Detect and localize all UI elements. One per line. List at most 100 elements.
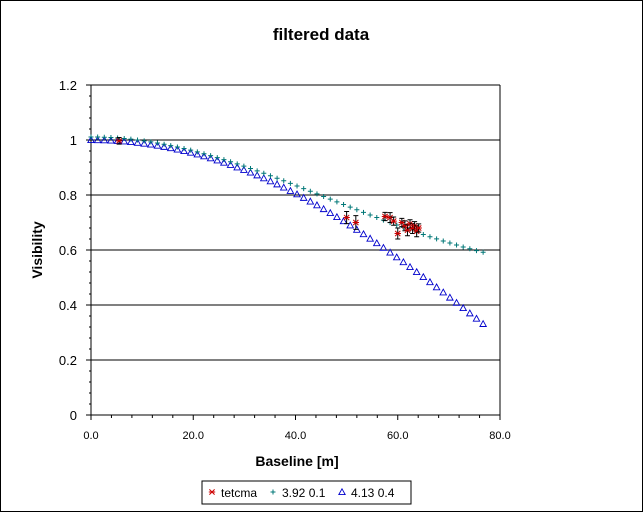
plus-point: [327, 196, 333, 202]
triangle-point: [459, 303, 468, 312]
legend-marker-plus: [270, 489, 276, 495]
x-tick-label: 40.0: [285, 430, 306, 442]
axes: [86, 84, 501, 420]
triangle-point: [87, 135, 95, 144]
triangle-point: [319, 204, 328, 213]
triangle-point: [372, 238, 381, 247]
triangle-point: [173, 145, 182, 153]
triangle-point: [239, 165, 248, 173]
plus-point: [434, 236, 440, 242]
triangle-point: [425, 277, 434, 286]
triangle-point: [146, 140, 155, 148]
triangle-point: [419, 272, 428, 281]
triangle-point: [226, 160, 235, 168]
plus-point: [261, 170, 267, 176]
y-tick-label: 1: [70, 133, 77, 148]
tetcma-point: [415, 225, 422, 231]
plus-point: [354, 207, 360, 213]
triangle-point: [106, 136, 115, 144]
plus-point: [367, 212, 373, 218]
plus-point: [108, 135, 114, 141]
triangle-point: [399, 257, 408, 266]
y-tick-label: 0.2: [59, 353, 77, 368]
plus-point: [420, 231, 426, 237]
tick-labels: 0 0.2 0.4 0.6 0.8 1 1.2 0.0 20.0 40.0 60.0 80.0: [59, 78, 511, 442]
triangle-point: [293, 190, 301, 198]
triangle-point: [279, 183, 288, 191]
legend-box: [201, 480, 412, 505]
plus-point: [214, 155, 220, 161]
plus-point: [121, 136, 127, 142]
legend: tetcma 3.92 0.1 4.13 0.4: [201, 480, 412, 505]
plus-point: [281, 178, 287, 184]
data-points: [87, 134, 488, 327]
triangle-point: [465, 309, 474, 317]
y-tick-label: 0.4: [59, 298, 77, 313]
plus-point: [208, 153, 214, 159]
triangle-point: [479, 319, 488, 327]
plus-point: [201, 151, 207, 157]
triangle-point: [213, 156, 222, 164]
triangle-point: [273, 180, 282, 188]
plus-point: [168, 143, 174, 149]
plus-point: [254, 168, 260, 174]
tetcma-point: [390, 218, 397, 225]
triangle-point: [412, 267, 421, 276]
tetcma-point: [394, 230, 401, 237]
plus-point: [294, 183, 300, 189]
plus-point: [274, 175, 280, 181]
triangle-point: [359, 229, 368, 238]
legend-label: 3.92 0.1: [282, 486, 326, 500]
tetcma-point: [343, 214, 350, 221]
triangle-point: [472, 314, 481, 322]
x-tick-label: 0.0: [83, 430, 98, 442]
triangle-point: [200, 152, 208, 160]
plus-point: [154, 140, 160, 146]
plus-point: [460, 244, 466, 250]
triangle-point: [339, 216, 348, 225]
triangle-point: [313, 201, 321, 209]
triangle-point: [379, 243, 388, 251]
triangle-point: [233, 163, 242, 171]
plus-point: [248, 165, 254, 171]
plus-point: [334, 199, 340, 205]
plus-point: [301, 186, 307, 192]
plus-point: [234, 161, 240, 167]
plus-point: [287, 180, 293, 186]
plus-point: [267, 173, 273, 179]
triangle-point: [166, 143, 175, 152]
triangle-point: [299, 193, 308, 201]
x-axis-label: Baseline [m]: [255, 453, 338, 469]
triangle-point: [153, 141, 162, 149]
plus-point: [467, 246, 473, 252]
triangle-point: [432, 283, 441, 291]
plus-point: [427, 234, 433, 240]
plus-point: [128, 136, 134, 142]
plus-point: [321, 194, 327, 200]
triangle-point: [219, 158, 228, 166]
tetcma-point: [115, 137, 123, 144]
triangle-point: [439, 288, 448, 296]
plus-point: [161, 141, 167, 147]
plus-point: [88, 134, 94, 140]
y-axis-label: Visibility: [29, 221, 45, 279]
plus-point: [454, 242, 460, 248]
triangle-point: [392, 253, 401, 261]
triangle-point: [133, 138, 142, 146]
triangle-point: [286, 186, 295, 194]
y-tick-label: 0: [70, 408, 77, 423]
plus-point: [473, 248, 479, 254]
triangle-point: [346, 221, 355, 229]
plus-point: [360, 209, 366, 215]
triangle-point: [306, 197, 315, 205]
triangle-point: [93, 135, 102, 144]
plus-point: [135, 137, 141, 143]
tetcma-point: [381, 213, 389, 220]
x-tick-label: 20.0: [183, 430, 204, 442]
legend-marker-triangle: [338, 487, 346, 496]
plus-point: [341, 202, 347, 208]
triangle-point: [266, 177, 275, 185]
plus-point: [307, 188, 313, 194]
triangle-point: [126, 137, 135, 146]
